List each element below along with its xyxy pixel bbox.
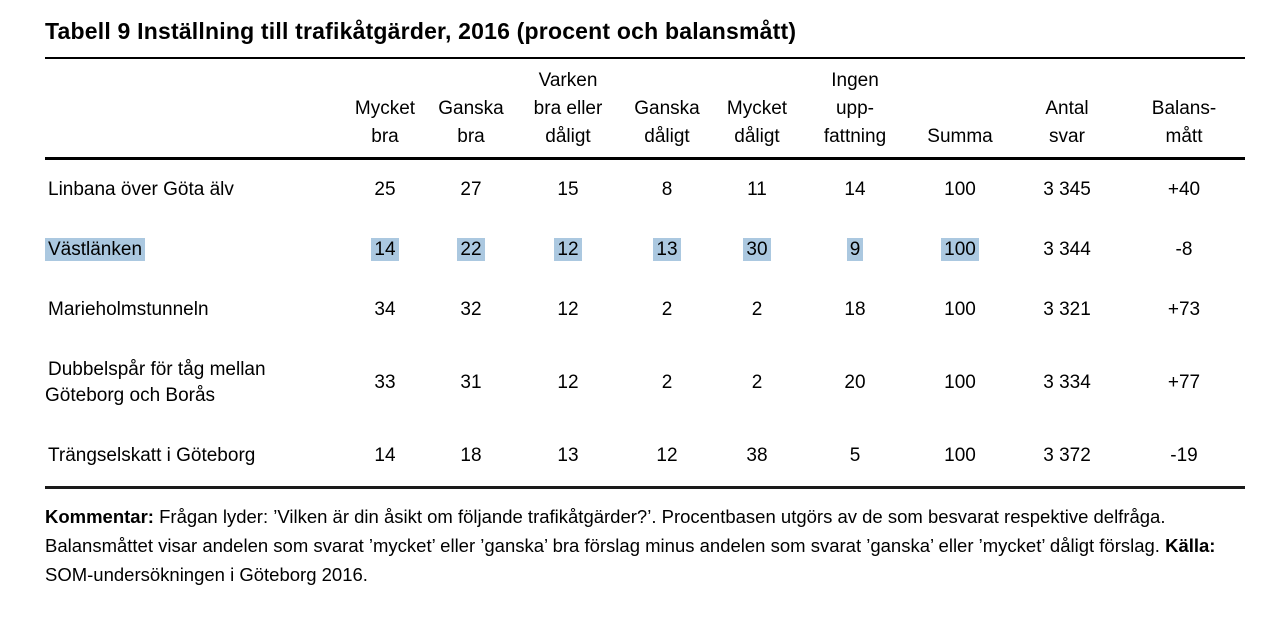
table-cell: 20 [844,372,866,393]
column-header-mycket-bra: Mycket bra [343,58,427,160]
column-header-antal-svar: Antal svar [1011,58,1123,160]
table-cell: +40 [1167,179,1201,200]
table-cell: 15 [557,179,579,200]
table-cell: 33 [374,372,396,393]
table-cell: 12 [557,299,579,320]
comment-label: Kommentar: [45,506,154,527]
table-row-dubbelspar: Dubbelspår för tåg mellan Göteborg och B… [45,340,1245,426]
source-text: SOM-undersökningen i Göteborg 2016. [45,564,368,585]
table-cell: 3 321 [1043,299,1091,320]
row-label: Dubbelspår för tåg mellan Göteborg och B… [45,359,266,406]
table-cell: 14 [374,445,396,466]
table-cell: 3 372 [1043,445,1091,466]
table-cell: 18 [460,445,482,466]
table-cell: 8 [661,179,673,200]
table-cell: 3 345 [1043,179,1091,200]
table-cell: 11 [747,179,767,200]
table-cell: 31 [460,372,482,393]
table-cell: 3 344 [1043,239,1091,260]
column-header-varken: Varken bra eller dåligt [515,58,621,160]
table-cell: +77 [1167,372,1201,393]
table-cell: 100 [944,299,976,320]
table-cell: 5 [849,445,861,466]
table-cell: 100 [944,445,976,466]
table-cell: 100 [944,179,976,200]
table-cell: 34 [374,299,396,320]
row-label: Trängselskatt i Göteborg [48,445,256,466]
table-comment: Kommentar: Frågan lyder: ’Vilken är din … [45,502,1250,589]
table-row-vastlanken: Västlänken 14 22 12 13 30 9 100 3 344 -8 [45,220,1245,280]
table-cell: 12 [515,220,621,280]
table-cell: 38 [746,445,768,466]
column-header-ingen-uppfattning: Ingen upp- fattning [801,58,909,160]
table-cell: 13 [557,445,579,466]
table-cell: 3 334 [1043,372,1091,393]
document-page: Tabell 9 Inställning till trafikåtgärder… [45,18,1250,589]
table-cell: 18 [844,299,866,320]
row-label: Västlänken [45,220,343,280]
table-row-marieholmstunneln: Marieholmstunneln 34 32 12 2 2 18 100 3 … [45,280,1245,340]
column-header-summa: Summa [909,58,1011,160]
table-cell: 22 [427,220,515,280]
table-cell: 12 [557,372,579,393]
table-cell: 2 [751,299,763,320]
table-cell: 100 [909,220,1011,280]
comment-text: Frågan lyder: ’Vilken är din åsikt om fö… [45,506,1166,556]
column-header-rowlabel [45,58,343,160]
table-cell: +73 [1167,299,1201,320]
table-title: Tabell 9 Inställning till trafikåtgärder… [45,18,797,44]
table-cell: 14 [343,220,427,280]
table-cell: 12 [656,445,678,466]
source-label: Källa: [1165,535,1216,556]
column-header-balansmatt: Balans- mått [1123,58,1245,160]
table-cell: 30 [713,220,801,280]
table-cell: 27 [460,179,482,200]
column-header-ganska-bra: Ganska bra [427,58,515,160]
column-header-ganska-daligt: Ganska dåligt [621,58,713,160]
attitudes-table: Mycket bra Ganska bra Varken bra eller d… [45,57,1245,489]
table-cell: 32 [460,299,482,320]
table-cell: 2 [751,372,763,393]
table-cell: 100 [944,372,976,393]
table-cell: -8 [1175,239,1193,260]
table-row-linbana: Linbana över Göta älv 25 27 15 8 11 14 1… [45,159,1245,221]
table-cell: 9 [801,220,909,280]
table-cell: 25 [374,179,396,200]
table-cell: 14 [844,179,866,200]
table-cell: 2 [661,299,673,320]
row-label: Marieholmstunneln [48,299,209,320]
table-header: Mycket bra Ganska bra Varken bra eller d… [45,58,1245,160]
table-cell: 2 [661,372,673,393]
row-label: Linbana över Göta älv [48,179,234,200]
table-cell: -19 [1170,445,1198,466]
column-header-mycket-daligt: Mycket dåligt [713,58,801,160]
table-row-trangselskatt: Trängselskatt i Göteborg 14 18 13 12 38 … [45,426,1245,488]
table-cell: 13 [621,220,713,280]
